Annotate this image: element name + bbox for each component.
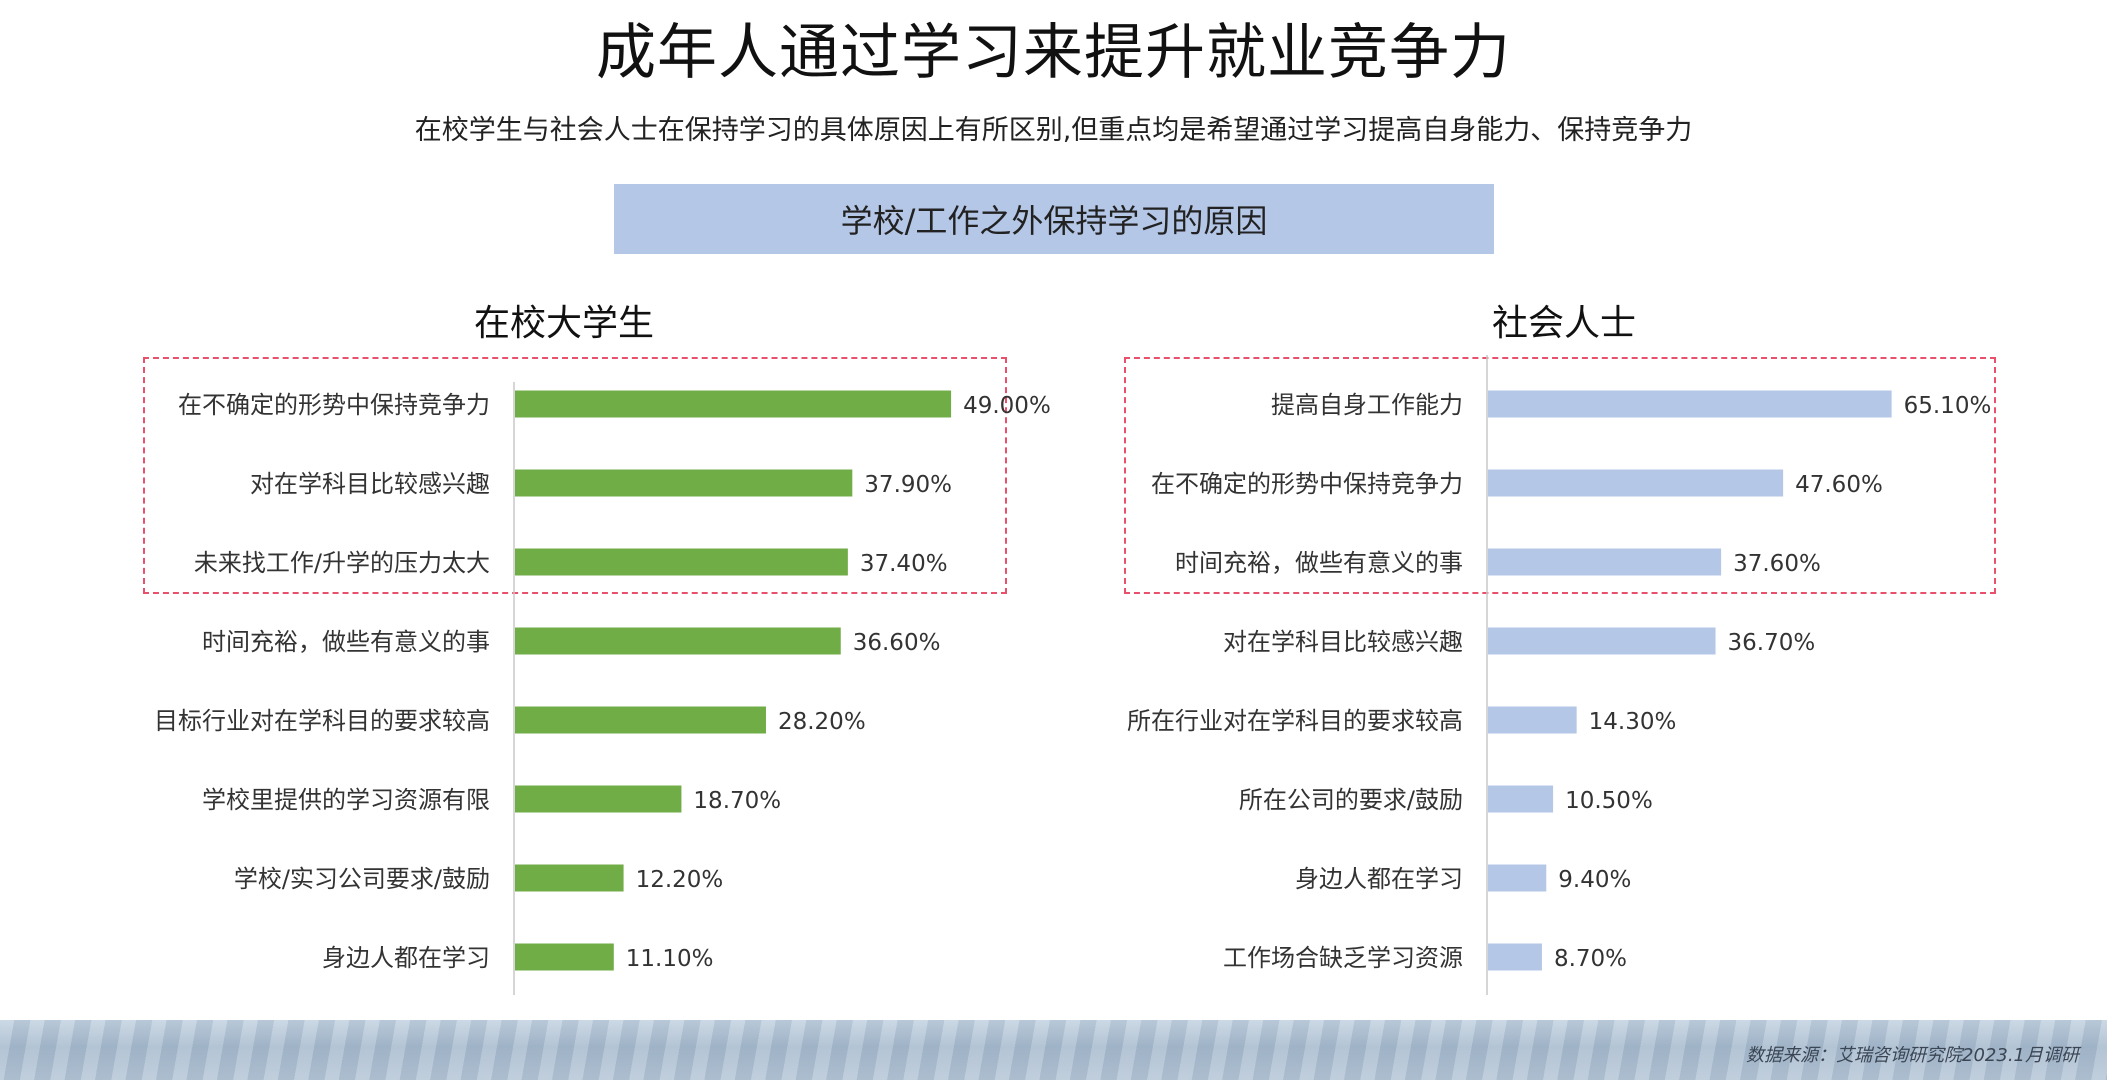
category-label-professionals-2: 时间充裕，做些有意义的事 <box>1175 549 1463 577</box>
bar-students-1 <box>515 469 853 497</box>
value-label-students-7: 11.10% <box>626 946 714 972</box>
section-banner: 学校/工作之外保持学习的原因 <box>614 184 1494 254</box>
value-label-students-2: 37.40% <box>860 551 948 577</box>
bar-professionals-1 <box>1488 469 1784 497</box>
page-subtitle: 在校学生与社会人士在保持学习的具体原因上有所区别,但重点均是希望通过学习提高自身… <box>414 115 1693 146</box>
source-note: 数据来源：艾瑞咨询研究院2023.1月调研 <box>1746 1045 2079 1066</box>
category-label-students-2: 未来找工作/升学的压力太大 <box>194 549 490 577</box>
category-label-professionals-6: 身边人都在学习 <box>1295 865 1463 893</box>
category-label-professionals-1: 在不确定的形势中保持竞争力 <box>1151 470 1463 498</box>
bar-students-5 <box>515 785 682 813</box>
highlight-box-professionals <box>1124 357 1996 594</box>
value-label-students-1: 37.90% <box>864 472 952 498</box>
bar-professionals-2 <box>1488 548 1722 576</box>
value-label-students-4: 28.20% <box>778 709 866 735</box>
bar-professionals-5 <box>1488 785 1554 813</box>
category-label-students-7: 身边人都在学习 <box>322 944 490 972</box>
category-label-professionals-7: 工作场合缺乏学习资源 <box>1223 944 1463 972</box>
value-label-professionals-7: 8.70% <box>1554 946 1627 972</box>
value-label-students-6: 12.20% <box>636 867 724 893</box>
chart-title-professionals: 社会人士 <box>1491 303 1636 344</box>
page-title: 成年人通过学习来提升就业竞争力 <box>596 18 1511 88</box>
category-label-professionals-0: 提高自身工作能力 <box>1271 391 1463 419</box>
category-label-students-0: 在不确定的形势中保持竞争力 <box>178 391 490 419</box>
category-label-students-6: 学校/实习公司要求/鼓励 <box>234 865 490 893</box>
bar-professionals-0 <box>1488 390 1892 418</box>
value-label-professionals-0: 65.10% <box>1904 393 1992 419</box>
footer-band <box>0 1020 2107 1080</box>
bar-professionals-7 <box>1488 943 1542 971</box>
value-label-professionals-1: 47.60% <box>1795 472 1883 498</box>
value-label-students-5: 18.70% <box>693 788 781 814</box>
bar-students-3 <box>515 627 841 655</box>
value-label-professionals-5: 10.50% <box>1565 788 1653 814</box>
bar-students-4 <box>515 706 766 734</box>
value-label-students-3: 36.60% <box>853 630 941 656</box>
category-label-students-1: 对在学科目比较感兴趣 <box>250 470 490 498</box>
value-label-professionals-2: 37.60% <box>1733 551 1821 577</box>
bar-professionals-4 <box>1488 706 1577 734</box>
bar-professionals-3 <box>1488 627 1716 655</box>
value-label-students-0: 49.00% <box>963 393 1051 419</box>
category-label-students-3: 时间充裕，做些有意义的事 <box>202 628 490 656</box>
chart-title-students: 在校大学生 <box>473 303 654 344</box>
category-label-professionals-4: 所在行业对在学科目的要求较高 <box>1127 707 1463 735</box>
value-label-professionals-6: 9.40% <box>1558 867 1631 893</box>
category-label-professionals-3: 对在学科目比较感兴趣 <box>1223 628 1463 656</box>
bar-professionals-6 <box>1488 864 1547 892</box>
category-label-students-5: 学校里提供的学习资源有限 <box>202 786 490 814</box>
bar-students-7 <box>515 943 614 971</box>
bar-charts: 在不确定的形势中保持竞争力 49.00% 对在学科目比较感兴趣 37.90% 未来找工作… <box>154 355 1992 995</box>
bar-students-2 <box>515 548 848 576</box>
category-label-students-4: 目标行业对在学科目的要求较高 <box>154 707 490 735</box>
bar-students-0 <box>515 390 952 418</box>
bar-students-6 <box>515 864 624 892</box>
category-label-professionals-5: 所在公司的要求/鼓励 <box>1239 786 1463 814</box>
value-label-professionals-4: 14.30% <box>1589 709 1677 735</box>
highlight-box-students <box>143 357 1007 594</box>
value-label-professionals-3: 36.70% <box>1728 630 1816 656</box>
